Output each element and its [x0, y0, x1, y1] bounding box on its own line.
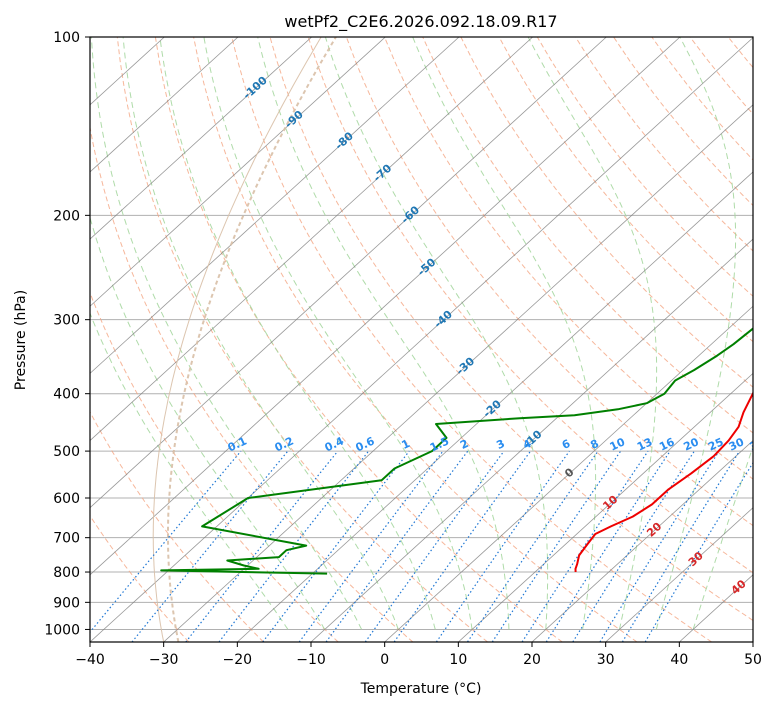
x-tick-label: −10	[296, 652, 326, 668]
x-tick-label: 30	[597, 652, 615, 668]
isotherm-line	[163, 104, 753, 642]
isotherm-line	[531, 440, 753, 642]
plot-area: -100-90-80-70-60-50-40-30-20-10010203040…	[90, 37, 768, 642]
dry-adiabat-line	[154, 37, 563, 642]
moist-adiabat-line	[90, 312, 289, 630]
mixing-ratio-line	[262, 450, 410, 642]
isotherm-line	[90, 37, 681, 576]
y-tick-label: 600	[53, 491, 80, 507]
x-tick-label: −20	[223, 652, 253, 668]
moist-adiabat-line	[122, 37, 399, 630]
isotherm-line	[458, 372, 753, 642]
dry-adiabat-line	[90, 411, 264, 642]
mixing-ratio-line	[298, 450, 444, 642]
chart-title: wetPf2_C2E6.2026.092.18.09.R17	[284, 12, 557, 32]
mixing-ratio-label: 13	[635, 435, 654, 453]
special-isotherm-curve	[167, 37, 337, 642]
mixing-ratio-line	[185, 450, 339, 642]
isotherm-line	[384, 305, 753, 642]
special-isotherm-curves	[152, 37, 337, 642]
moist-adiabat-line	[324, 37, 549, 630]
isotherm-line	[90, 37, 533, 442]
mixing-ratio-line	[545, 450, 671, 642]
y-tick-label: 800	[53, 565, 80, 581]
special-isotherm-curve	[152, 37, 322, 642]
isotherm-line	[90, 37, 312, 240]
mixing-ratio-label: 10	[608, 435, 628, 453]
moist-adiabat-line	[655, 37, 737, 630]
mixing-ratio-line	[131, 450, 289, 642]
dewpoint-profile-line	[160, 327, 753, 575]
isotherms	[90, 37, 753, 642]
mixing-ratio-line	[393, 450, 532, 642]
isotherm-line	[237, 171, 753, 642]
y-axis-label: Pressure (hPa)	[13, 290, 29, 390]
moist-adiabat-line	[692, 444, 753, 630]
mixing-ratio-label: 36	[748, 435, 768, 453]
isotherm-line	[310, 238, 753, 642]
mixing-ratio-line	[364, 450, 505, 642]
mixing-ratio-line	[90, 450, 242, 634]
mixing-ratio-labels: 0.10.20.40.611.52346810131620253036	[226, 434, 768, 454]
isotherm-line	[605, 507, 753, 642]
x-tick-label: 0	[380, 652, 389, 668]
moist-adiabat-line	[90, 37, 363, 630]
dry-adiabat-line	[498, 37, 753, 343]
dry-adiabat-line	[193, 37, 638, 642]
x-tick-label: 20	[523, 652, 541, 668]
dry-adiabat-line	[90, 125, 414, 642]
dry-adiabat-line	[269, 37, 753, 622]
dry-adiabat-line	[307, 37, 753, 574]
moist-adiabat-line	[159, 37, 436, 630]
x-tick-label: −40	[75, 652, 105, 668]
y-tick-label: 200	[53, 208, 80, 224]
dry-adiabat-line	[231, 37, 712, 642]
mixing-ratio-line	[435, 450, 570, 642]
mixing-ratio-line	[466, 450, 599, 642]
isotherm-line	[90, 37, 607, 509]
isotherm-line	[90, 37, 460, 374]
dry-adiabat-line	[422, 37, 753, 434]
x-tick-label: 10	[449, 652, 467, 668]
mixing-ratio-line	[572, 450, 695, 642]
y-tick-label: 300	[53, 313, 80, 329]
mixing-ratio-line	[491, 450, 622, 642]
y-axis-ticks: 1000 900 800 700 600 500 400 300 200 100	[44, 30, 90, 638]
mixing-ratio-line	[521, 450, 649, 642]
x-tick-label: 40	[670, 652, 688, 668]
y-tick-label: 100	[53, 30, 80, 46]
plot-frame	[89, 36, 754, 643]
y-tick-label: 1000	[44, 622, 80, 638]
mixing-ratio-label: 20	[681, 435, 701, 453]
mixing-ratio-lines	[90, 450, 753, 642]
moist-adiabat-line	[412, 37, 597, 630]
x-tick-label: −30	[149, 652, 179, 668]
mixing-ratio-label: 16	[657, 435, 677, 453]
y-tick-label: 900	[53, 595, 80, 611]
x-tick-label: 50	[744, 652, 762, 668]
y-tick-label: 700	[53, 531, 80, 547]
moist-adiabats	[90, 37, 753, 630]
mixing-ratio-line	[325, 450, 469, 642]
moist-adiabat-line	[527, 37, 658, 630]
moist-adiabat-line	[257, 37, 510, 630]
temperature-profile-line	[574, 391, 753, 573]
mixing-ratio-line	[621, 450, 741, 642]
x-axis-ticks: −40 −30 −20 −10 0 10 20 30 40 50	[75, 642, 762, 668]
isotherm-line	[90, 37, 239, 173]
isotherm-line	[90, 37, 386, 307]
mixing-ratio-label: 25	[706, 435, 725, 453]
y-tick-label: 500	[53, 444, 80, 460]
y-tick-label: 400	[53, 387, 80, 403]
mixing-ratio-label: 30	[727, 435, 747, 453]
sounding-series	[160, 327, 753, 575]
x-axis-label: Temperature (°C)	[360, 681, 482, 697]
isotherm-line	[90, 37, 753, 642]
